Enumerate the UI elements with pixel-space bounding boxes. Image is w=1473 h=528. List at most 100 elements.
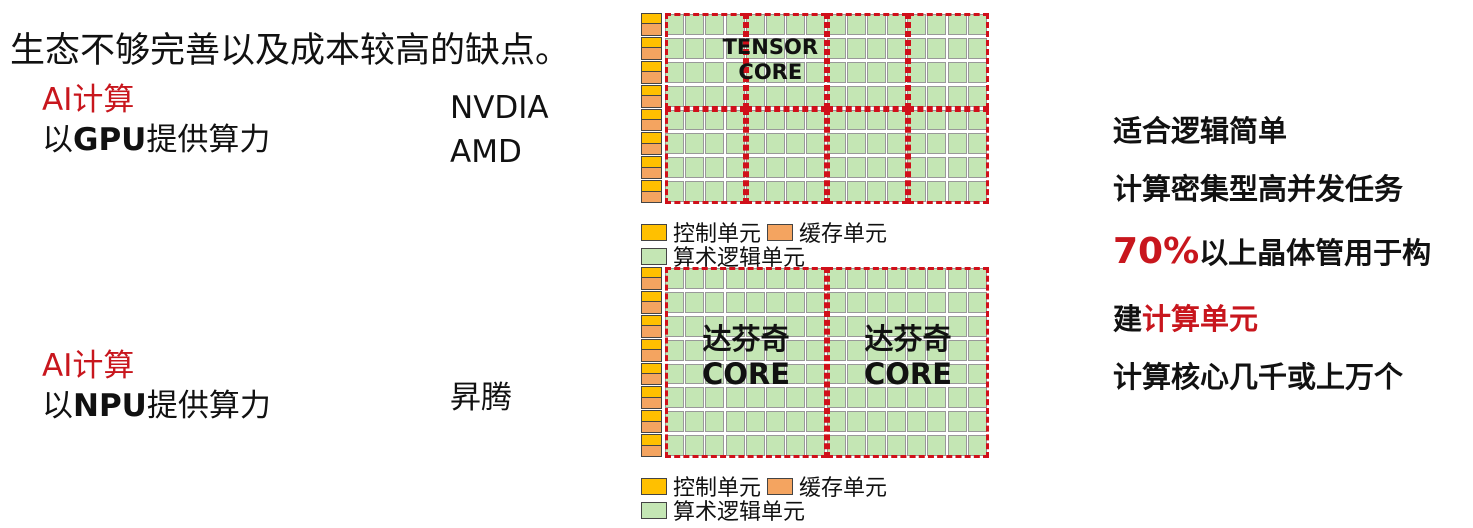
alu-cell	[887, 387, 907, 409]
alu-cell	[947, 133, 967, 155]
core-boundary	[665, 108, 746, 204]
alu-cell	[927, 363, 947, 385]
alu-cell	[846, 411, 866, 433]
alu-cell	[947, 61, 967, 83]
alu-cell	[705, 315, 725, 337]
alu-cell	[947, 37, 967, 59]
legend-npu-alu: 算术逻辑单元	[641, 494, 805, 526]
alu-cell	[927, 37, 947, 59]
vendor-amd: AMD	[450, 134, 522, 170]
legend-cache: 缓存单元	[799, 476, 888, 501]
control-cache-block	[641, 362, 662, 386]
alu-cell	[685, 61, 705, 83]
alu-cell	[765, 315, 785, 337]
alu-cell	[705, 387, 725, 409]
label-prefix: 以	[42, 122, 73, 158]
top-text: 生态不够完善以及成本较高的缺点。	[10, 31, 571, 71]
legend-alu: 算术逻辑单元	[673, 246, 806, 271]
alu-cell	[705, 291, 725, 313]
alu-cell	[947, 315, 967, 337]
alu-cell	[927, 315, 947, 337]
alu-cell	[927, 157, 947, 179]
gpu-text: GPU	[73, 122, 147, 158]
alu-cell	[765, 37, 785, 59]
alu-cell	[745, 363, 765, 385]
alu-cell	[705, 363, 725, 385]
right-line-5: 计算核心几千或上万个	[1113, 360, 1404, 394]
alu-cell	[705, 411, 725, 433]
alu-cell	[685, 37, 705, 59]
alu-cell	[947, 387, 967, 409]
vendor-ascend: 昇腾	[450, 380, 512, 416]
alu-cell	[927, 61, 947, 83]
legend-gpu-alu: 算术逻辑单元	[641, 240, 805, 272]
label-suffix: 提供算力	[146, 122, 271, 158]
alu-cell	[887, 291, 907, 313]
tensor-core-label: TENSOR CORE	[722, 35, 818, 85]
alu-cell	[927, 339, 947, 361]
legend-control: 控制单元	[673, 476, 762, 501]
alu-cell	[786, 37, 806, 59]
alu-cell	[947, 339, 967, 361]
control-cache-block	[641, 314, 662, 338]
alu-cell	[866, 61, 886, 83]
alu-cell	[907, 339, 927, 361]
alu-cell	[846, 37, 866, 59]
alu-cell	[705, 61, 725, 83]
control-swatch	[641, 477, 667, 495]
alu-cell	[846, 157, 866, 179]
npu-diagram: 达芬奇 CORE 达芬奇 CORE	[641, 267, 989, 458]
davinci-core-label-2: 达芬奇 CORE	[863, 322, 953, 391]
vendor-nvidia: NVDIA	[450, 90, 549, 126]
ai-compute-label: AI计算	[42, 82, 135, 118]
npu-text: NPU	[73, 388, 147, 424]
alu-cell	[866, 157, 886, 179]
legend-gpu: 控制单元 缓存单元	[641, 216, 887, 248]
right-line-2: 计算密集型高并发任务	[1113, 172, 1404, 206]
alu-swatch	[641, 247, 667, 265]
alu-cell	[866, 291, 886, 313]
line4-text: 建	[1113, 302, 1143, 336]
right-line-1: 适合逻辑简单	[1113, 114, 1288, 148]
alu-cell	[947, 291, 967, 313]
alu-cell	[745, 315, 765, 337]
control-cache-block	[641, 108, 662, 132]
percent-highlight: 70%	[1113, 231, 1200, 272]
control-cache-block	[641, 267, 662, 290]
core-boundary	[665, 267, 827, 458]
alu-cell	[866, 363, 886, 385]
core-boundary	[665, 13, 746, 109]
alu-cell	[786, 387, 806, 409]
legend-cache: 缓存单元	[799, 222, 888, 247]
alu-cell	[866, 315, 886, 337]
alu-cell	[846, 387, 866, 409]
alu-cell	[765, 291, 785, 313]
core-boundary	[908, 108, 989, 204]
alu-cell	[907, 363, 927, 385]
alu-cell	[786, 363, 806, 385]
alu-cell	[725, 339, 745, 361]
gpu-label: AI计算 以GPU提供算力	[42, 80, 270, 160]
alu-row	[665, 291, 988, 313]
alu-row	[665, 157, 988, 179]
alu-cell	[685, 411, 705, 433]
core-boundary	[746, 13, 827, 109]
control-cache-block	[641, 180, 662, 203]
compute-unit-highlight: 计算单元	[1142, 302, 1259, 336]
alu-cell	[947, 157, 967, 179]
alu-cell	[866, 411, 886, 433]
gpu-vendors: NVDIA AMD	[450, 86, 549, 174]
alu-cell	[725, 411, 745, 433]
alu-cell	[887, 363, 907, 385]
alu-swatch	[641, 501, 667, 519]
alu-cell	[725, 387, 745, 409]
alu-cell	[866, 133, 886, 155]
alu-cell	[765, 133, 785, 155]
alu-cell	[786, 315, 806, 337]
cache-swatch	[767, 223, 794, 241]
alu-cell	[846, 339, 866, 361]
ai-compute-label: AI计算	[42, 348, 135, 384]
alu-cell	[927, 133, 947, 155]
alu-cell	[846, 363, 866, 385]
control-swatch	[641, 223, 667, 241]
